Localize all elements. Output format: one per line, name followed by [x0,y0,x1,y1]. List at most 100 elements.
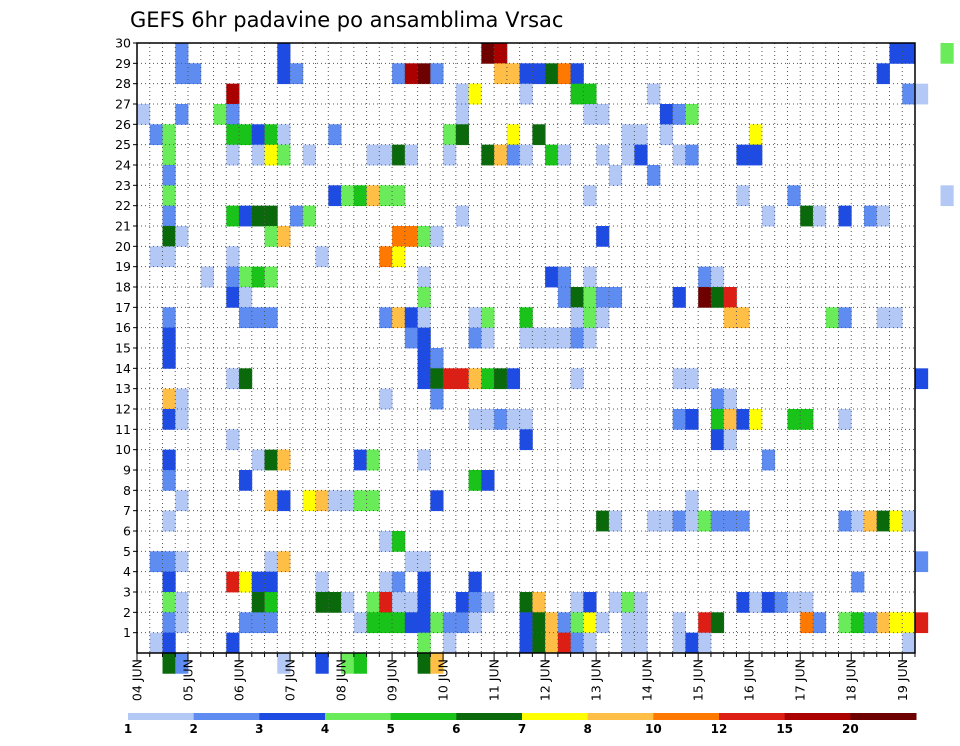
y-tick-label: 27 [115,97,131,112]
heatmap-cell [583,327,597,349]
heatmap-cell [468,470,482,491]
heatmap-cell [710,612,725,634]
heatmap-cell [468,368,482,390]
heatmap-cell [787,409,801,430]
heatmap-cell [162,124,176,146]
heatmap-cell [876,205,890,227]
heatmap-cell [710,510,725,532]
x-tick-label: 04 JUN [130,659,145,701]
heatmap-cell [659,124,674,146]
heatmap-cell [570,287,584,308]
heatmap-cell [468,592,482,613]
heatmap-cell [251,449,265,471]
heatmap-cell [392,592,406,613]
heatmap-cell [251,592,265,613]
colorbar-swatch [850,713,917,720]
heatmap-cell [468,83,482,105]
heatmap-cell [634,632,648,654]
heatmap-cell [876,63,890,85]
heatmap-cell [621,632,635,654]
y-tick-label: 14 [115,361,131,376]
heatmap-cell [838,409,852,430]
heatmap-cell [175,63,189,85]
heatmap-cell [379,246,393,268]
heatmap-cell [583,104,597,125]
heatmap-cell [417,226,431,247]
heatmap-cell [417,653,431,674]
heatmap-cell [239,287,253,308]
heatmap-cell [570,83,584,105]
heatmap-cell [277,653,291,674]
heatmap-cell [417,348,431,369]
heatmap-cell [596,287,610,308]
heatmap-cell [264,449,278,471]
heatmap-cell [494,409,508,430]
heatmap-cell [519,327,533,349]
heatmap-cell [302,490,316,512]
heatmap-cell [277,226,291,247]
heatmap-cell [264,490,278,512]
heatmap-cell [659,510,674,532]
heatmap-cell [226,266,240,288]
heatmap-cell [557,144,572,166]
heatmap-cell [570,368,584,390]
heatmap-cell [659,104,674,125]
heatmap-cell [417,632,431,654]
heatmap-cell [290,205,304,227]
heatmap-cell [481,144,495,166]
heatmap-cell [749,124,763,146]
heatmap-cell [417,571,431,593]
heatmap-cell [430,226,444,247]
heatmap-cell [774,592,788,613]
heatmap-cell [455,83,469,105]
heatmap-cell [149,124,163,146]
heatmap-cell [736,409,750,430]
heatmap-cell [379,612,393,634]
heatmap-cell [506,124,521,146]
heatmap-cell [736,307,750,329]
heatmap-cell [570,327,584,349]
heatmap-cell [264,266,278,288]
heatmap-cell [213,104,227,125]
heatmap-cell [481,327,495,349]
heatmap-cell [315,592,329,613]
heatmap-cell [162,592,176,613]
heatmap-cell [863,205,878,227]
heatmap-cell [621,592,635,613]
y-tick-label: 26 [115,117,131,132]
heatmap-cell [532,612,546,634]
heatmap-cell [647,83,661,105]
y-tick-label: 24 [115,158,131,173]
x-tick-label: 12 JUN [538,659,553,701]
heatmap-cell [392,307,406,329]
heatmap-cell [902,612,916,634]
colorbar-label: 20 [842,722,859,736]
heatmap-cell [838,612,852,634]
grid-lines [137,43,915,653]
heatmap-cell [672,104,686,125]
heatmap-cell [481,592,495,613]
heatmap-cell [404,551,418,573]
heatmap-cell [532,327,546,349]
heatmap-cell [404,612,418,634]
colorbar-label: 7 [518,722,526,736]
x-tick-label: 05 JUN [181,659,196,701]
heatmap-cell [315,246,329,268]
heatmap-cell [315,653,329,674]
heatmap-cell [430,653,444,674]
heatmap-cell [698,612,712,634]
heatmap-cell [570,632,584,654]
heatmap-cell [149,632,163,654]
heatmap-cell [634,124,648,146]
heatmap-cell [175,490,189,512]
heatmap-cell [392,63,406,85]
heatmap-cell [366,449,380,471]
y-tick-label: 19 [115,259,131,274]
heatmap-cell [557,63,572,85]
y-tick-label: 1 [123,625,131,640]
colorbar-swatch [325,713,392,720]
heatmap-cell [264,205,278,227]
heatmap-cell [353,653,367,674]
heatmap-cell [239,470,253,491]
colorbar-swatch [193,713,260,720]
